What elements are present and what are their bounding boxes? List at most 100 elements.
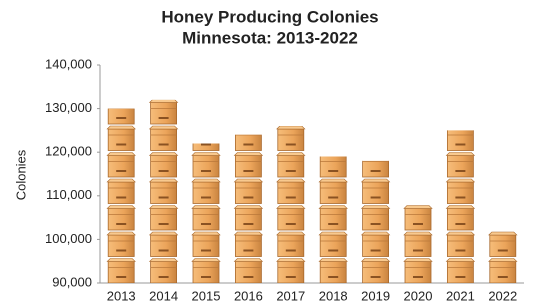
hive-box bbox=[235, 129, 261, 151]
hive-entrance bbox=[201, 117, 211, 119]
hive-entrance bbox=[116, 250, 126, 252]
hive-entrance bbox=[498, 276, 508, 278]
hive-lid bbox=[277, 100, 305, 103]
hive-lid bbox=[404, 206, 432, 209]
hive-entrance bbox=[116, 197, 126, 199]
bar bbox=[277, 100, 305, 284]
hive-entrance bbox=[116, 117, 126, 119]
hive-box bbox=[447, 209, 473, 231]
hive-box bbox=[151, 209, 177, 231]
hive-entrance bbox=[455, 144, 465, 146]
x-tick-label: 2018 bbox=[319, 288, 348, 303]
hive-entrance bbox=[328, 197, 338, 199]
hive-entrance bbox=[286, 117, 296, 119]
hive-box bbox=[447, 235, 473, 257]
hive-lid bbox=[446, 100, 474, 103]
hive-box bbox=[405, 262, 431, 284]
x-tick-label: 2014 bbox=[149, 288, 178, 303]
hive-box bbox=[193, 103, 219, 125]
hive-lid bbox=[107, 153, 135, 156]
hive-entrance bbox=[159, 117, 169, 119]
hive-lid bbox=[277, 126, 305, 129]
hive-lid bbox=[446, 153, 474, 156]
hive-box bbox=[447, 156, 473, 178]
hive-lid bbox=[404, 179, 432, 182]
hive-entrance bbox=[286, 276, 296, 278]
hive-box bbox=[108, 156, 134, 178]
hive-lid bbox=[489, 232, 517, 235]
hive-lid bbox=[234, 232, 262, 235]
hive-box bbox=[490, 262, 516, 284]
hive-box bbox=[320, 235, 346, 257]
hive-entrance bbox=[243, 144, 253, 146]
hive-lid bbox=[192, 126, 220, 129]
hive-entrance bbox=[243, 276, 253, 278]
hive-box bbox=[447, 262, 473, 284]
hive-entrance bbox=[116, 144, 126, 146]
hive-entrance bbox=[116, 223, 126, 225]
bar bbox=[489, 206, 517, 284]
hive-entrance bbox=[328, 276, 338, 278]
hive-box bbox=[151, 76, 177, 98]
hive-entrance bbox=[243, 250, 253, 252]
hive-lid bbox=[150, 206, 178, 209]
y-tick-label: 140,000 bbox=[45, 56, 92, 71]
hive-box bbox=[193, 129, 219, 151]
hive-lid bbox=[319, 153, 347, 156]
hive-entrance bbox=[413, 276, 423, 278]
hive-entrance bbox=[159, 250, 169, 252]
hive-lid bbox=[150, 100, 178, 103]
hive-entrance bbox=[286, 223, 296, 225]
hive-lid bbox=[150, 232, 178, 235]
hive-entrance bbox=[159, 144, 169, 146]
bar bbox=[192, 100, 220, 284]
hive-box bbox=[235, 209, 261, 231]
hive-lid bbox=[277, 232, 305, 235]
hive-lid bbox=[234, 126, 262, 129]
y-tick-label: 90,000 bbox=[52, 274, 92, 289]
hive-entrance bbox=[371, 223, 381, 225]
hive-entrance bbox=[371, 170, 381, 172]
y-tick-label: 110,000 bbox=[46, 187, 92, 202]
hive-lid bbox=[362, 153, 390, 156]
x-tick-label: 2013 bbox=[107, 288, 136, 303]
hive-lid bbox=[150, 73, 178, 76]
hive-entrance bbox=[201, 250, 211, 252]
hive-entrance bbox=[455, 197, 465, 199]
hive-box bbox=[235, 262, 261, 284]
hive-entrance bbox=[201, 276, 211, 278]
hive-lid bbox=[446, 126, 474, 129]
hive-entrance bbox=[371, 144, 381, 146]
hive-box bbox=[108, 182, 134, 204]
hive-entrance bbox=[498, 223, 508, 225]
hive-entrance bbox=[413, 197, 423, 199]
hive-box bbox=[278, 235, 304, 257]
hive-lid bbox=[234, 100, 262, 103]
x-tick-label: 2021 bbox=[446, 288, 475, 303]
hive-box bbox=[320, 129, 346, 151]
hive-lid bbox=[362, 179, 390, 182]
hive-box bbox=[235, 235, 261, 257]
y-axis-label: Colonies bbox=[13, 149, 28, 200]
hive-lid bbox=[107, 259, 135, 262]
x-tick-label: 2020 bbox=[404, 288, 433, 303]
hive-entrance bbox=[159, 197, 169, 199]
hive-entrance bbox=[159, 170, 169, 172]
bar bbox=[234, 100, 262, 284]
bar bbox=[362, 126, 390, 283]
hive-lid bbox=[192, 232, 220, 235]
hive-box bbox=[151, 156, 177, 178]
hive-box bbox=[278, 262, 304, 284]
bar bbox=[319, 126, 347, 283]
hive-entrance bbox=[455, 117, 465, 119]
hive-box bbox=[151, 103, 177, 125]
hive-box bbox=[108, 103, 134, 125]
hive-entrance bbox=[116, 170, 126, 172]
hive-box bbox=[363, 235, 389, 257]
hive-box bbox=[108, 129, 134, 151]
hive-lid bbox=[446, 259, 474, 262]
hive-box bbox=[151, 182, 177, 204]
x-tick-label: 2016 bbox=[234, 288, 263, 303]
hive-box bbox=[235, 182, 261, 204]
hive-box bbox=[320, 182, 346, 204]
